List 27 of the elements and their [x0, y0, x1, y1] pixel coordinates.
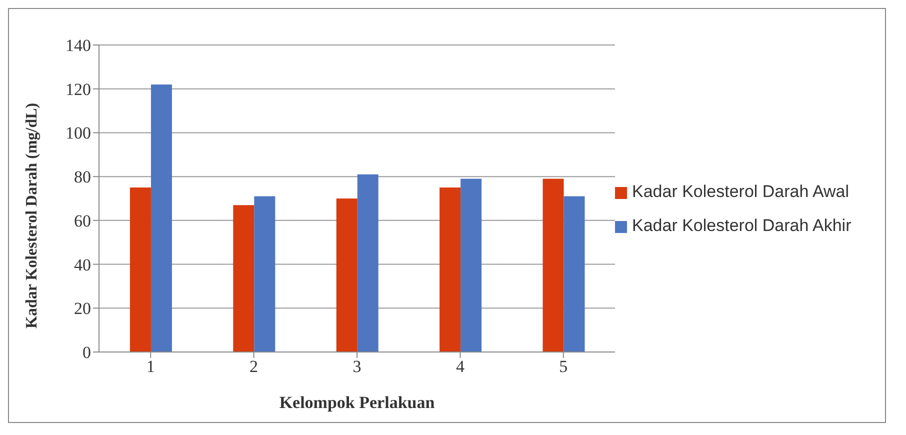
y-tick-label: 100: [66, 124, 91, 143]
legend-label: Kadar Kolesterol Darah Awal: [632, 182, 850, 202]
x-tick-label: 1: [146, 357, 155, 376]
bar: [233, 205, 254, 352]
bar: [130, 188, 151, 352]
y-tick-label: 20: [74, 299, 91, 318]
bar: [150, 84, 172, 352]
x-tick-label: 4: [456, 357, 465, 376]
bar: [254, 196, 276, 352]
bar: [460, 178, 482, 352]
bar: [336, 198, 358, 352]
bar: [440, 188, 461, 352]
legend-label: Kadar Kolesterol Darah Akhir: [632, 216, 852, 236]
x-tick-label: 5: [559, 357, 568, 376]
bar: [564, 196, 585, 352]
y-tick-label: 0: [82, 343, 91, 362]
bar: [357, 174, 378, 352]
y-axis-title: Kadar Kolesterol Darah (mg/dL): [24, 102, 41, 328]
y-tick-label: 80: [74, 168, 91, 187]
y-tick-label: 120: [66, 80, 91, 99]
x-tick-label: 3: [352, 357, 362, 376]
y-tick-label: 60: [74, 211, 91, 230]
y-tick-label: 40: [74, 255, 91, 274]
y-tick-label: 140: [66, 36, 91, 56]
bar: [542, 178, 564, 352]
x-axis-title: Kelompok Perlakuan: [279, 393, 436, 412]
x-tick-label: 2: [250, 357, 258, 376]
